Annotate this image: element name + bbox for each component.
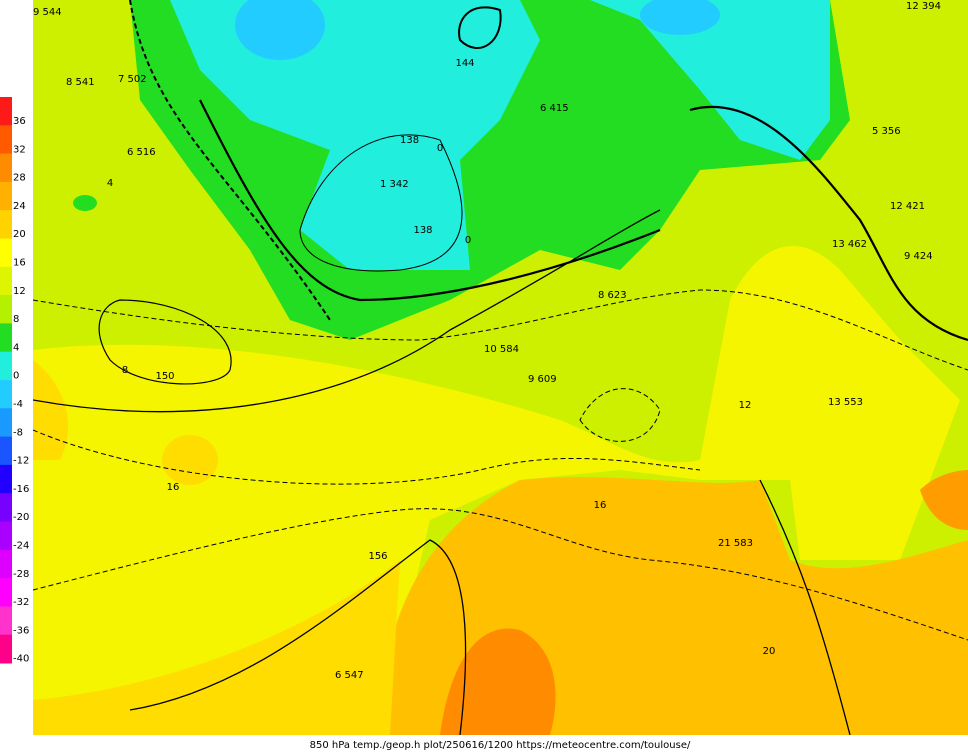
scale-label: 4 — [13, 342, 19, 353]
station-label: 10 584 — [484, 344, 519, 355]
scale-label: 24 — [13, 201, 26, 212]
color-swatch — [0, 125, 12, 155]
color-swatch — [0, 181, 12, 211]
color-swatch — [0, 464, 12, 494]
scale-label: -4 — [13, 399, 23, 410]
scale-label: 32 — [13, 144, 26, 155]
contour-label: 16 — [167, 482, 180, 493]
station-label: 6 415 — [540, 103, 569, 114]
contour-label: 144 — [455, 58, 474, 69]
station-label: 12 421 — [890, 201, 925, 212]
scale-label: -8 — [13, 427, 23, 438]
station-label: 9 544 — [33, 7, 62, 18]
contour-label: 150 — [155, 371, 174, 382]
color-swatch — [0, 578, 12, 607]
scale-label: -36 — [13, 625, 29, 636]
scale-label: 36 — [13, 116, 26, 127]
color-swatch — [0, 634, 12, 664]
station-label: 7 502 — [118, 74, 147, 85]
color-scale: 36 32 28 24 20 16 12 8 4 0 -4 -8 -12 -16 -20 -24 -28 -32 -… — [0, 97, 29, 665]
station-label: 9 424 — [904, 251, 933, 262]
color-swatch — [0, 380, 12, 409]
color-swatch — [0, 493, 12, 522]
station-label: 8 541 — [66, 77, 95, 88]
station-label: 13 462 — [832, 239, 867, 250]
scale-label: -24 — [13, 541, 29, 552]
color-swatch — [0, 238, 12, 268]
color-swatch — [0, 606, 12, 636]
contour-label: 138 — [413, 225, 432, 236]
contour-label: 156 — [368, 551, 387, 562]
station-label: 9 609 — [528, 374, 557, 385]
contour-label: 20 — [763, 646, 776, 657]
station-label: 12 394 — [906, 1, 941, 12]
scale-label: -32 — [13, 597, 29, 608]
map-fill — [33, 0, 968, 735]
scale-label: 16 — [13, 258, 26, 269]
scale-label: 0 — [13, 371, 19, 382]
color-swatch — [0, 408, 12, 438]
scale-label: -20 — [13, 512, 29, 523]
station-label: 1 342 — [380, 179, 409, 190]
scale-label: 12 — [13, 286, 26, 297]
station-label: 21 583 — [718, 538, 753, 549]
scale-label: -40 — [13, 654, 29, 665]
color-swatch — [0, 97, 12, 126]
map-labels: 150 156 144 138 16 20 8 4 0 12 0 16 9 544 8 541 7 502 6… — [33, 1, 941, 681]
contour-label: 8 — [122, 365, 128, 376]
scale-label: 28 — [13, 173, 26, 184]
station-label: 138 — [400, 135, 419, 146]
color-swatch — [0, 549, 12, 579]
contour-label: 0 — [437, 143, 443, 154]
color-swatch — [0, 266, 12, 296]
contours — [33, 0, 968, 735]
scale-label: 8 — [13, 314, 19, 325]
station-label: 5 356 — [872, 126, 901, 137]
color-swatch — [0, 436, 12, 466]
station-label: 6 516 — [127, 147, 156, 158]
scale-label: -16 — [13, 484, 29, 495]
scale-label: -12 — [13, 456, 29, 467]
contour-label: 4 — [107, 178, 113, 189]
color-swatch — [0, 210, 12, 239]
color-swatch — [0, 521, 12, 551]
contour-label: 16 — [594, 500, 607, 511]
scale-label: 20 — [13, 229, 26, 240]
color-swatch — [0, 153, 12, 183]
contour-label: 12 — [739, 400, 752, 411]
footer: 850 hPa temp./geop.h plot/250616/1200 ht… — [310, 740, 691, 751]
color-swatch — [0, 295, 12, 324]
station-label: 8 623 — [598, 290, 627, 301]
color-swatch — [0, 323, 12, 353]
station-label: 13 553 — [828, 397, 863, 408]
station-label: 6 547 — [335, 670, 364, 681]
color-swatch — [0, 351, 12, 381]
scale-label: -28 — [13, 569, 29, 580]
contour-label: 0 — [465, 235, 471, 246]
